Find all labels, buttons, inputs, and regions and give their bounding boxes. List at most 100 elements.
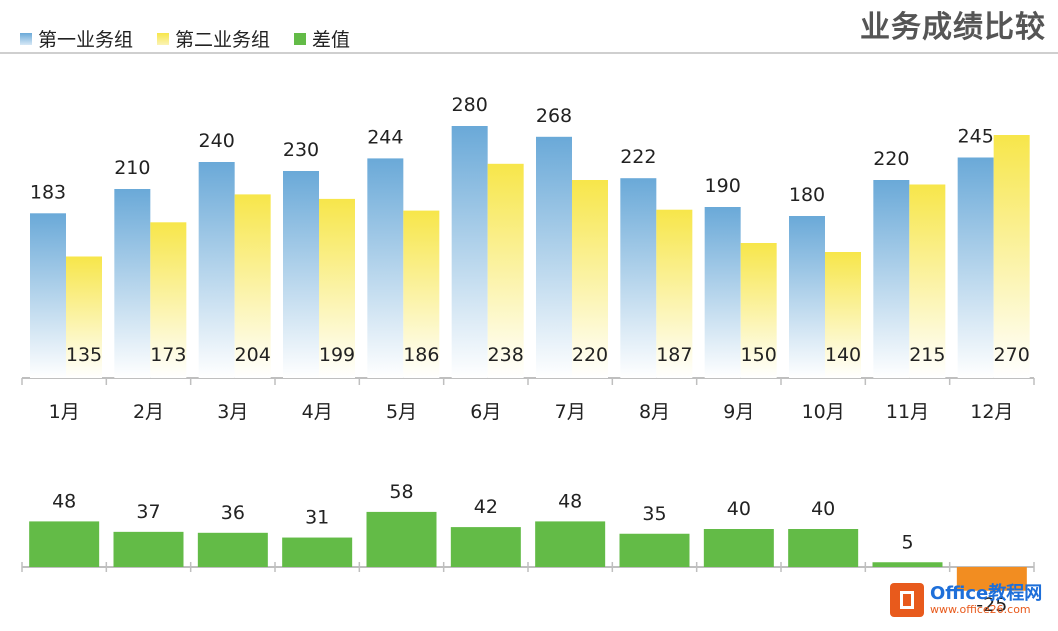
legend-item-series2: 第二业务组 bbox=[157, 25, 270, 52]
x-tick-label: 10月 bbox=[802, 401, 845, 423]
data-label-series1: 222 bbox=[620, 146, 656, 168]
bar-series1 bbox=[367, 158, 404, 378]
data-label-series2: 135 bbox=[66, 344, 102, 366]
data-label-series2: 186 bbox=[403, 344, 439, 366]
bar-series1 bbox=[704, 207, 741, 378]
data-label-diff: 42 bbox=[474, 496, 498, 518]
data-label-series1: 245 bbox=[958, 126, 994, 148]
bar-series2 bbox=[319, 198, 355, 378]
x-tick-label: 11月 bbox=[886, 401, 929, 423]
bar-series2 bbox=[487, 163, 524, 378]
bar-series1 bbox=[789, 216, 825, 378]
data-label-diff: 40 bbox=[727, 498, 751, 520]
chart-title: 业务成绩比较 bbox=[860, 10, 1046, 45]
bar-diff bbox=[956, 567, 1027, 591]
data-label-series2: 215 bbox=[909, 344, 945, 366]
data-label-series1: 220 bbox=[873, 148, 909, 170]
bar-diff bbox=[535, 521, 606, 567]
bar-diff bbox=[29, 521, 100, 567]
x-tick-label: 8月 bbox=[639, 401, 670, 423]
bar-series1 bbox=[873, 180, 910, 378]
main-bar-chart: 183 135 1月 210 173 2月 240 204 3月 230 199 4月 244 186 5月… bbox=[21, 94, 1035, 423]
watermark: Office教程网 www.office26.com bbox=[890, 578, 1050, 622]
difference-bar-chart: 48 37 36 31 58 42 48 35 40 40 5 -25 bbox=[21, 481, 1035, 616]
data-label-diff: -25 bbox=[976, 594, 1007, 616]
bar-series1 bbox=[114, 189, 151, 378]
data-label-series2: 204 bbox=[235, 344, 271, 366]
data-label-diff: 35 bbox=[642, 503, 666, 525]
data-label-diff: 48 bbox=[52, 490, 76, 512]
bar-diff bbox=[450, 527, 521, 567]
legend-label-diff: 差值 bbox=[312, 29, 351, 51]
data-label-series2: 140 bbox=[825, 344, 861, 366]
bar-series1 bbox=[451, 126, 488, 378]
bar-series2 bbox=[825, 252, 861, 378]
bar-series1 bbox=[536, 136, 572, 378]
data-label-series2: 187 bbox=[656, 344, 692, 366]
data-label-series2: 150 bbox=[741, 344, 777, 366]
bar-diff bbox=[703, 529, 774, 567]
data-label-series1: 280 bbox=[452, 94, 488, 116]
bar-series1 bbox=[198, 162, 235, 378]
bar-series2 bbox=[403, 210, 440, 378]
bar-diff bbox=[619, 533, 690, 567]
data-label-diff: 58 bbox=[389, 481, 413, 503]
bar-series1 bbox=[620, 178, 657, 378]
x-tick-label: 9月 bbox=[723, 401, 754, 423]
data-label-diff: 37 bbox=[136, 501, 160, 523]
bar-series1 bbox=[283, 171, 319, 378]
legend: 第一业务组 第二业务组 差值 bbox=[20, 25, 350, 52]
bar-diff bbox=[788, 529, 859, 567]
bar-series2 bbox=[740, 243, 777, 378]
data-label-series2: 199 bbox=[319, 344, 355, 366]
legend-item-diff: 差值 bbox=[294, 25, 350, 52]
data-label-series1: 244 bbox=[367, 126, 403, 148]
legend-item-series1: 第一业务组 bbox=[20, 25, 133, 52]
data-label-series2: 173 bbox=[150, 344, 186, 366]
bar-series2 bbox=[572, 180, 608, 378]
x-tick-label: 2月 bbox=[133, 401, 164, 423]
x-tick-label: 3月 bbox=[217, 401, 248, 423]
bar-series1 bbox=[957, 157, 994, 378]
data-label-diff: 40 bbox=[811, 498, 835, 520]
x-tick-label: 7月 bbox=[555, 401, 586, 423]
data-label-series1: 180 bbox=[789, 184, 825, 206]
data-label-series1: 230 bbox=[283, 139, 319, 161]
data-label-series1: 268 bbox=[536, 105, 572, 127]
legend-label-series1: 第一业务组 bbox=[38, 29, 134, 51]
watermark-brand: Office教程网 bbox=[930, 582, 1043, 604]
x-tick-label: 5月 bbox=[386, 401, 417, 423]
bar-diff bbox=[872, 562, 943, 567]
bar-diff bbox=[113, 531, 184, 567]
data-label-series1: 240 bbox=[199, 130, 235, 152]
legend-swatch-diff bbox=[294, 32, 307, 45]
bar-series2 bbox=[234, 194, 271, 378]
x-tick-label: 12月 bbox=[970, 401, 1013, 423]
bar-series1 bbox=[30, 213, 66, 378]
watermark-url: www.office26.com bbox=[930, 602, 1031, 616]
bar-series2 bbox=[656, 209, 693, 378]
bar-diff bbox=[366, 511, 437, 567]
data-label-series1: 190 bbox=[705, 175, 741, 197]
bar-series2 bbox=[993, 135, 1030, 378]
bar-diff bbox=[282, 537, 353, 567]
bar-diff bbox=[197, 532, 268, 567]
legend-swatch-series2 bbox=[157, 32, 170, 45]
office-logo-icon bbox=[890, 583, 924, 617]
data-label-diff: 31 bbox=[305, 507, 329, 529]
data-label-series2: 238 bbox=[488, 344, 524, 366]
data-label-series1: 183 bbox=[30, 181, 66, 203]
x-tick-label: 1月 bbox=[49, 401, 80, 423]
legend-swatch-series1 bbox=[20, 32, 32, 45]
data-label-series2: 270 bbox=[994, 344, 1030, 366]
data-label-diff: 36 bbox=[221, 502, 245, 524]
bar-series2 bbox=[150, 222, 187, 378]
data-label-series2: 220 bbox=[572, 344, 608, 366]
data-label-diff: 48 bbox=[558, 490, 582, 512]
x-tick-label: 4月 bbox=[302, 401, 333, 423]
bar-series2 bbox=[66, 256, 102, 378]
x-tick-label: 6月 bbox=[470, 401, 501, 423]
bar-series2 bbox=[909, 184, 946, 378]
data-label-series1: 210 bbox=[114, 157, 150, 179]
